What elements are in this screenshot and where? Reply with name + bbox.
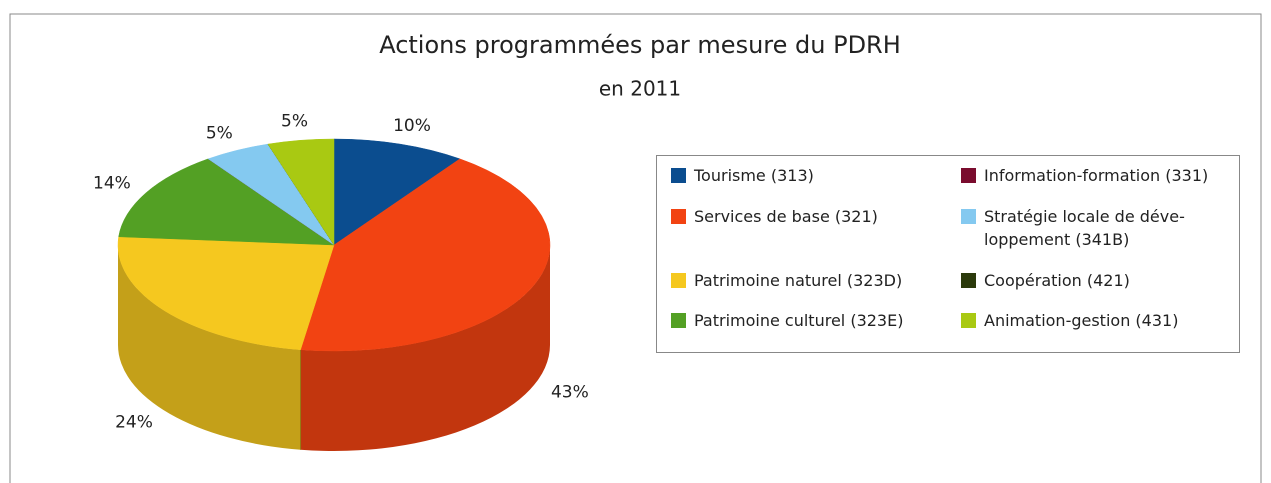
frame [9, 13, 1262, 483]
legend-item: Stratégie locale de déve-loppement (341B… [955, 205, 1231, 263]
slice-side [300, 245, 550, 451]
slice [118, 158, 335, 246]
legend-swatch [961, 272, 976, 288]
legend-item: Coopération (421) [955, 269, 1231, 304]
legend-item: Patrimoine naturel (323D) [665, 269, 955, 304]
legend-swatch [671, 168, 686, 183]
slice [333, 138, 461, 246]
data-label: 43% [551, 382, 589, 402]
legend-swatch [671, 272, 686, 288]
data-label: 5% [281, 111, 308, 131]
legend-item: Patrimoine culturel (323E) [665, 309, 955, 344]
legend-swatch [961, 168, 976, 183]
legend: Tourisme (313) Services de base (321) Patr… [656, 155, 1240, 353]
legend-label: Patrimoine culturel (323E) [694, 311, 904, 331]
data-label: 14% [93, 174, 131, 194]
legend-item: Tourisme (313) [665, 164, 955, 199]
legend-label: Stratégie locale de déve-loppement (341B… [984, 206, 1185, 249]
legend-label: Information-formation (331) [984, 166, 1209, 185]
legend-label: Services de base (321) [694, 206, 878, 226]
legend-swatch [671, 208, 686, 224]
data-label: 10% [393, 116, 431, 136]
chart-title: Actions programmées par mesure du PDRH [379, 31, 901, 59]
data-label: 5% [206, 123, 233, 143]
slice [267, 138, 335, 246]
slice-side [118, 245, 301, 450]
legend-item: Services de base (321) [665, 205, 955, 263]
data-label: 24% [115, 413, 153, 433]
slice [300, 158, 551, 352]
legend-swatch [961, 208, 976, 224]
legend-swatch [961, 313, 976, 329]
legend-label: Tourisme (313) [694, 166, 814, 185]
legend-label: Animation-gestion (431) [984, 311, 1179, 331]
legend-label: Coopération (421) [984, 270, 1130, 290]
legend-item: Information-formation (331) [955, 164, 1231, 199]
legend-item: Animation-gestion (431) [955, 309, 1231, 344]
legend-swatch [671, 313, 686, 329]
slice [117, 236, 335, 350]
legend-label: Patrimoine naturel (323D) [694, 270, 903, 290]
chart-subtitle: en 2011 [599, 77, 681, 101]
